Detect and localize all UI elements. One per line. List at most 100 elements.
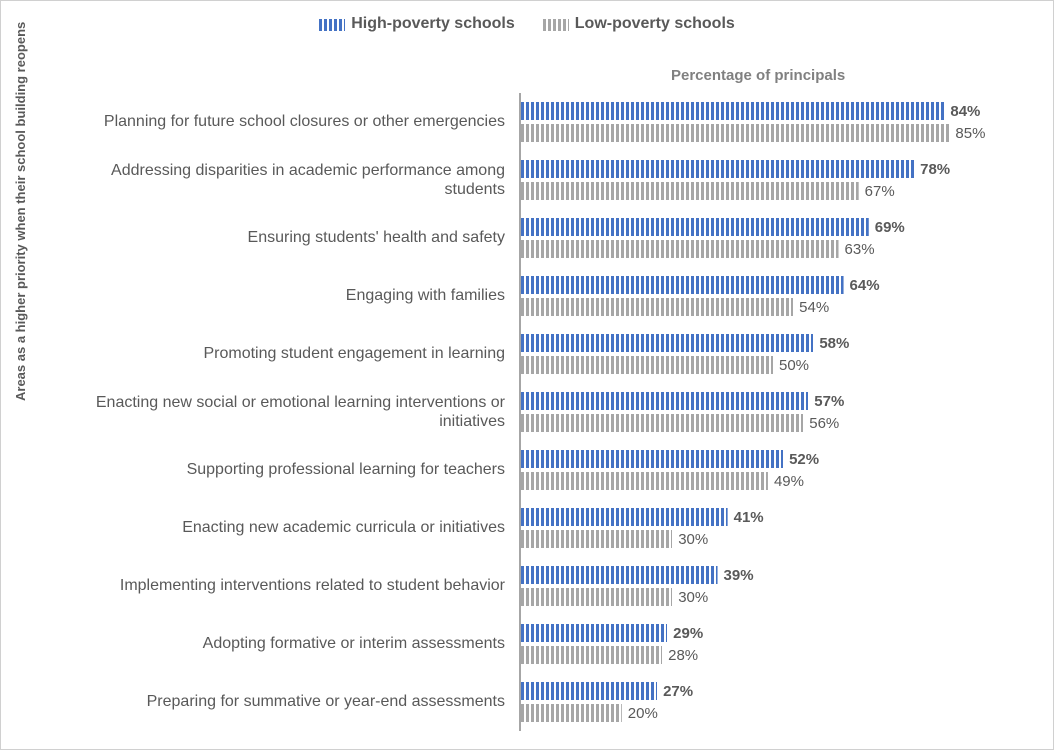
bar-high [521, 392, 808, 410]
bar-low [521, 530, 672, 548]
chart-container: High-poverty schools Low-poverty schools… [0, 0, 1054, 750]
category-label: Addressing disparities in academic perfo… [61, 161, 519, 199]
bar-high-wrap: 41% [521, 507, 1025, 527]
legend-swatch-low [543, 18, 569, 30]
value-label-low: 20% [628, 705, 658, 722]
bar-pair: 27% 20% [521, 679, 1025, 725]
bar-high [521, 102, 944, 120]
bar-high-wrap: 52% [521, 449, 1025, 469]
value-label-low: 28% [668, 647, 698, 664]
chart-row: Preparing for summative or year-end asse… [61, 673, 1025, 731]
bar-high-wrap: 78% [521, 159, 1025, 179]
value-label-high: 41% [734, 509, 764, 526]
bar-low-wrap: 85% [521, 123, 1025, 143]
category-label: Implementing interventions related to st… [61, 576, 519, 595]
bar-high [521, 566, 718, 584]
bar-low-wrap: 54% [521, 297, 1025, 317]
bar-high [521, 218, 869, 236]
bar-low-wrap: 30% [521, 587, 1025, 607]
chart-row: Addressing disparities in academic perfo… [61, 151, 1025, 209]
bar-low [521, 588, 672, 606]
value-label-low: 85% [955, 125, 985, 142]
bars-column: 39%30% [519, 557, 1025, 615]
category-label: Enacting new social or emotional learnin… [61, 393, 519, 431]
value-label-high: 27% [663, 683, 693, 700]
category-label: Engaging with families [61, 286, 519, 305]
bar-pair: 52%49% [521, 447, 1025, 493]
value-label-high: 64% [850, 277, 880, 294]
bar-high-wrap: 58% [521, 333, 1025, 353]
category-label: Supporting professional learning for tea… [61, 460, 519, 479]
value-label-low: 54% [799, 299, 829, 316]
bar-low-wrap: 49% [521, 471, 1025, 491]
bars-column: 69%63% [519, 209, 1025, 267]
bars-column: 52%49% [519, 441, 1025, 499]
plot-area: Planning for future school closures or o… [61, 93, 1025, 731]
bar-pair: 41%30% [521, 505, 1025, 551]
bar-low [521, 182, 859, 200]
value-label-low: 50% [779, 357, 809, 374]
bar-low [521, 356, 773, 374]
bar-high-wrap: 69% [521, 217, 1025, 237]
bars-column: 27% 20% [519, 673, 1025, 731]
bars-column: 29%28% [519, 615, 1025, 673]
bar-high-wrap: 57% [521, 391, 1025, 411]
bar-pair: 64% 54% [521, 273, 1025, 319]
chart-row: Ensuring students' health and safety69%6… [61, 209, 1025, 267]
bars-column: 78%67% [519, 151, 1025, 209]
bar-low [521, 414, 803, 432]
bars-column: 57%56% [519, 383, 1025, 441]
legend-item-low: Low-poverty schools [543, 15, 735, 33]
value-label-high: 52% [789, 451, 819, 468]
legend-swatch-high [319, 18, 345, 30]
bar-high-wrap: 29% [521, 623, 1025, 643]
bar-pair: 69%63% [521, 215, 1025, 261]
bar-low-wrap: 56% [521, 413, 1025, 433]
bar-high [521, 276, 844, 294]
chart-row: Implementing interventions related to st… [61, 557, 1025, 615]
bar-low-wrap: 30% [521, 529, 1025, 549]
category-label: Ensuring students' health and safety [61, 228, 519, 247]
bars-column: 84%85% [519, 93, 1025, 151]
bar-high [521, 508, 728, 526]
bar-low-wrap: 50% [521, 355, 1025, 375]
value-label-low: 30% [678, 589, 708, 606]
bar-low-wrap: 63% [521, 239, 1025, 259]
chart-row: Engaging with families 64% 54% [61, 267, 1025, 325]
bar-low [521, 472, 768, 490]
bar-low-wrap: 67% [521, 181, 1025, 201]
chart-row: Planning for future school closures or o… [61, 93, 1025, 151]
bar-low [521, 704, 622, 722]
bar-high-wrap: 39% [521, 565, 1025, 585]
legend-item-high: High-poverty schools [319, 15, 515, 33]
value-label-high: 58% [819, 335, 849, 352]
bar-pair: 78%67% [521, 157, 1025, 203]
bar-low [521, 124, 949, 142]
bar-high [521, 160, 914, 178]
value-label-low: 49% [774, 473, 804, 490]
category-label: Planning for future school closures or o… [61, 112, 519, 131]
value-label-high: 84% [950, 103, 980, 120]
bar-high [521, 334, 813, 352]
bar-pair: 29%28% [521, 621, 1025, 667]
legend-label-low: Low-poverty schools [575, 15, 735, 33]
y-axis-title: Areas as a higher priority when their sc… [13, 22, 28, 401]
bar-low-wrap: 28% [521, 645, 1025, 665]
category-label: Adopting formative or interim assessment… [61, 634, 519, 653]
chart-row: Enacting new academic curricula or initi… [61, 499, 1025, 557]
chart-row: Supporting professional learning for tea… [61, 441, 1025, 499]
value-label-low: 63% [845, 241, 875, 258]
bar-low [521, 240, 839, 258]
chart-row: Promoting student engagement in learning… [61, 325, 1025, 383]
bar-high [521, 450, 783, 468]
category-label: Preparing for summative or year-end asse… [61, 692, 519, 711]
value-label-high: 57% [814, 393, 844, 410]
legend-label-high: High-poverty schools [351, 15, 515, 33]
value-label-high: 78% [920, 161, 950, 178]
value-label-low: 56% [809, 415, 839, 432]
bar-pair: 39%30% [521, 563, 1025, 609]
bar-pair: 58% 50% [521, 331, 1025, 377]
bar-high-wrap: 84% [521, 101, 1025, 121]
chart-row: Enacting new social or emotional learnin… [61, 383, 1025, 441]
chart-row: Adopting formative or interim assessment… [61, 615, 1025, 673]
